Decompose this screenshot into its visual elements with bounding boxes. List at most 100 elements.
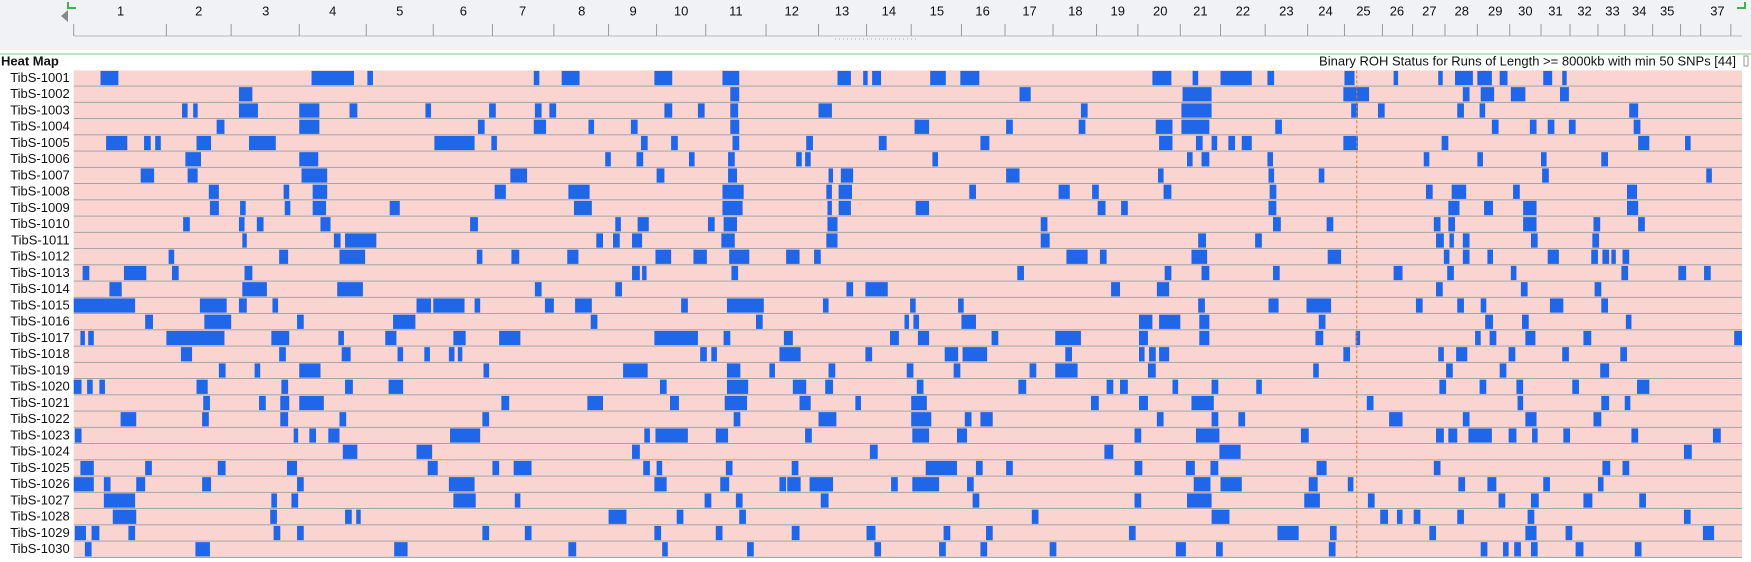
roh-segment (1639, 493, 1646, 508)
roh-segment (338, 330, 344, 346)
ruler-label: 19 (1111, 3, 1125, 18)
range-end-handle[interactable] (1737, 2, 1746, 9)
roh-segment (1563, 428, 1571, 443)
roh-segment (74, 525, 86, 541)
roh-segment (1479, 379, 1487, 394)
roh-segment (514, 493, 521, 508)
roh-segment (1099, 249, 1107, 264)
roh-segment (1638, 217, 1645, 232)
row-background (73, 379, 1743, 395)
roh-segment (1565, 525, 1573, 541)
roh-segment (311, 70, 354, 86)
roh-segment (1139, 330, 1148, 346)
roh-segment (865, 282, 888, 297)
roh-segment (1040, 217, 1048, 232)
roh-segment (1734, 330, 1742, 346)
roh-segment (291, 493, 299, 508)
roh-segment (1040, 233, 1050, 248)
roh-segment (1219, 444, 1241, 459)
roh-segment (341, 347, 351, 362)
roh-segment (448, 477, 475, 492)
row-label: TibS-1024 (10, 444, 70, 459)
roh-segment (312, 184, 328, 199)
row-background (73, 200, 1743, 216)
roh-segment (1425, 184, 1433, 199)
row-label: TibS-1002 (10, 86, 70, 101)
roh-segment (1366, 395, 1374, 411)
roh-segment (271, 330, 290, 346)
roh-segment (826, 184, 832, 199)
roh-segment (185, 152, 201, 167)
roh-segment (279, 347, 286, 362)
roh-segment (1318, 314, 1326, 329)
roh-segment (1199, 314, 1210, 329)
roh-segment (636, 152, 644, 167)
roh-segment (944, 347, 959, 362)
roh-segment (656, 460, 663, 476)
roh-segment (630, 119, 638, 134)
roh-segment (482, 525, 490, 541)
row-label: TibS-1003 (10, 102, 70, 117)
roh-segment (1268, 298, 1279, 313)
panel-menu[interactable] (1743, 55, 1749, 67)
roh-segment (1277, 525, 1299, 541)
roh-segment (1351, 103, 1358, 118)
roh-segment (697, 103, 705, 118)
roh-segment (283, 184, 290, 199)
roh-segment (1602, 460, 1611, 476)
row-background (73, 249, 1743, 265)
row-background (73, 460, 1743, 476)
roh-segment (1055, 330, 1081, 346)
roh-segment (1525, 412, 1537, 427)
range-start-handle[interactable] (67, 2, 76, 9)
row-label: TibS-1027 (10, 492, 70, 507)
roh-segment (1343, 87, 1370, 102)
roh-segment (1479, 103, 1486, 118)
row-label: TibS-1021 (10, 395, 70, 410)
roh-segment (1328, 542, 1336, 557)
row-background (73, 509, 1743, 525)
ruler-label: 18 (1068, 3, 1082, 18)
roh-segment (575, 298, 592, 313)
roh-segment (476, 249, 483, 264)
ruler-label: 5 (396, 3, 403, 18)
roh-segment (320, 217, 331, 232)
roh-segment (1543, 70, 1553, 86)
ruler-label: 6 (460, 3, 467, 18)
ruler-label: 29 (1488, 3, 1502, 18)
row-background (73, 427, 1743, 444)
roh-segment (180, 347, 193, 362)
roh-segment (655, 249, 672, 264)
ruler-background (0, 0, 1751, 50)
roh-segment (145, 460, 152, 476)
roh-segment (1241, 135, 1252, 151)
scroll-left-arrow[interactable] (61, 10, 68, 22)
roh-segment (299, 363, 321, 378)
roh-segment (1029, 363, 1037, 378)
roh-segment (1706, 168, 1712, 183)
roh-segment (196, 135, 212, 151)
roh-segment (1031, 509, 1039, 524)
roh-segment (1211, 379, 1219, 394)
roh-segment (1513, 184, 1520, 199)
roh-segment (725, 460, 733, 476)
roh-segment (457, 347, 463, 362)
roh-segment (1462, 412, 1470, 427)
roh-segment (1485, 314, 1493, 329)
roh-segment (568, 184, 590, 199)
roh-segment (913, 314, 920, 329)
roh-segment (301, 168, 328, 183)
roh-segment (1448, 217, 1456, 232)
row-label: TibS-1028 (10, 509, 70, 524)
roh-segment (1597, 477, 1604, 492)
roh-segment (1106, 379, 1114, 394)
ruler-label: 35 (1660, 3, 1674, 18)
row-label: TibS-1005 (10, 135, 70, 150)
row-label: TibS-1016 (10, 314, 70, 329)
roh-segment (349, 103, 358, 118)
roh-segment (608, 509, 627, 524)
roh-segment (1436, 282, 1443, 297)
roh-segment (1210, 460, 1219, 476)
roh-segment (1702, 525, 1715, 541)
ruler-label: 22 (1236, 3, 1250, 18)
